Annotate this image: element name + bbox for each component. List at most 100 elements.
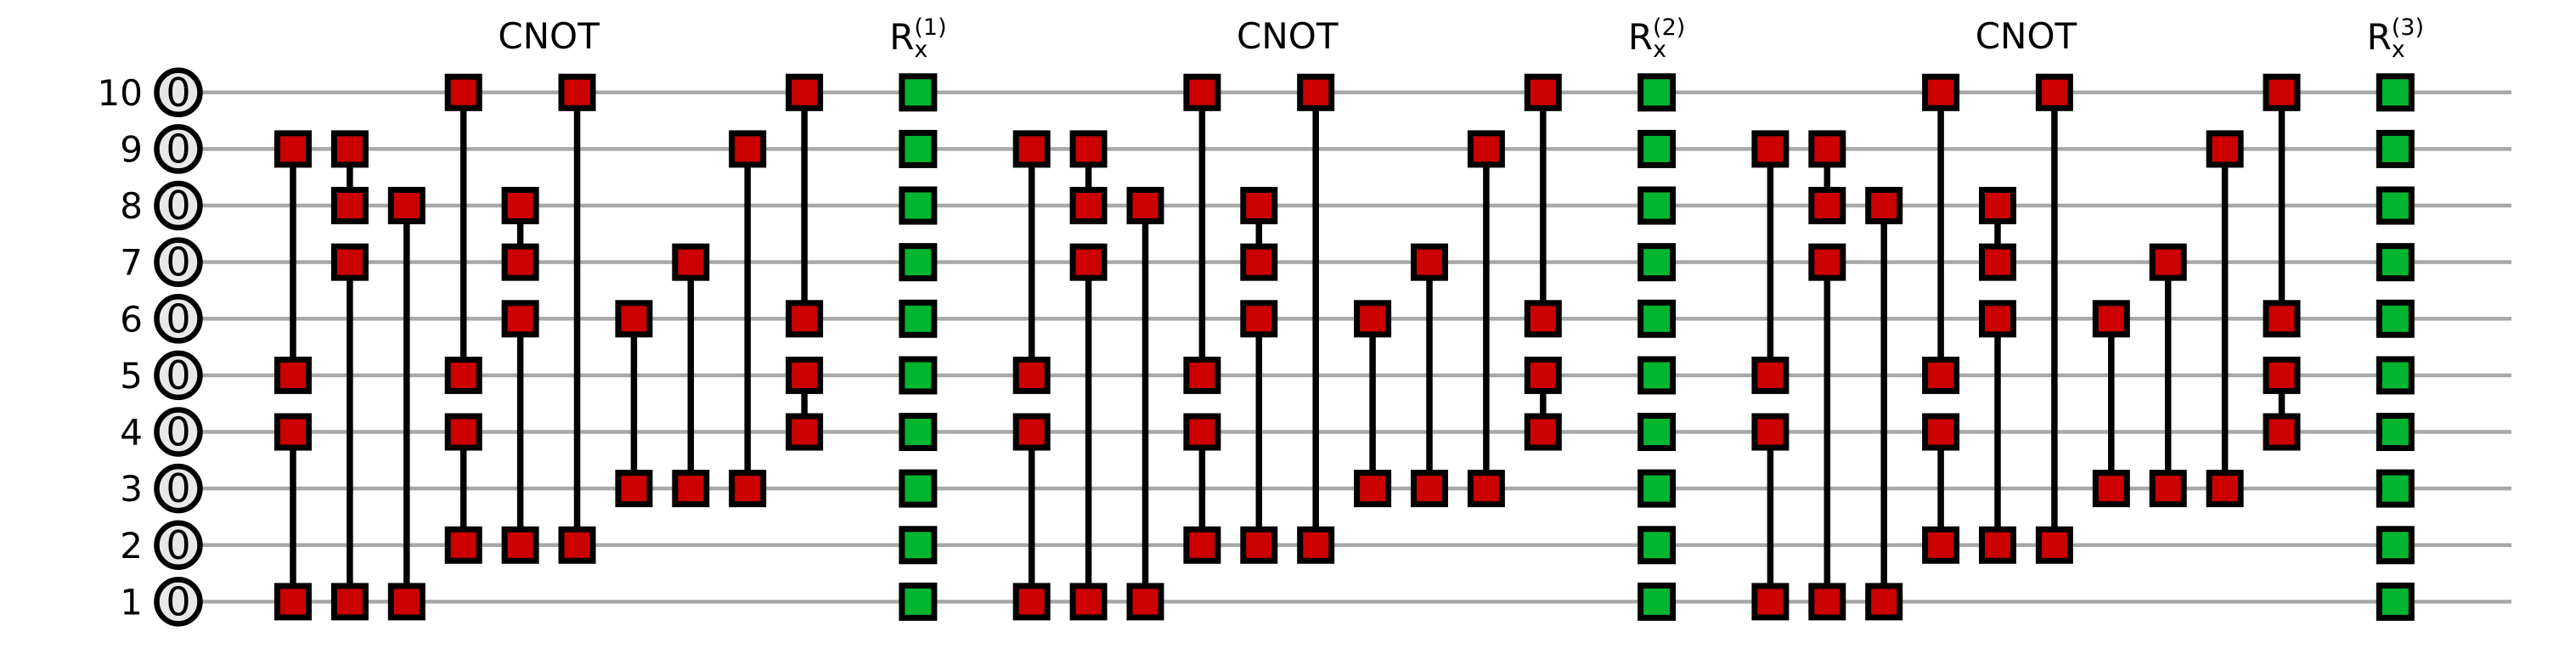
initial-state-zero: 0: [166, 183, 190, 228]
rx-gate-square: [2376, 129, 2415, 168]
cnot-gate-square: [615, 300, 653, 338]
cnot-gate-square: [1240, 526, 1278, 564]
cnot-gate-square: [2092, 470, 2130, 508]
initial-state-ket0: 0: [154, 407, 203, 457]
initial-state-ket0: 0: [154, 350, 203, 401]
cnot-gate-square: [1354, 470, 1392, 508]
rx-gate-square: [1637, 356, 1677, 395]
cnot-gate-square: [387, 583, 426, 621]
cnot-gate-square: [274, 356, 312, 394]
cnot-gate-square: [2263, 300, 2301, 338]
cnot-gate-square: [444, 526, 482, 564]
cnot-gate-square: [1240, 300, 1278, 338]
initial-state-ellipse: [154, 237, 203, 287]
cnot-gate-square: [1524, 300, 1562, 338]
initial-state-ellipse: [154, 180, 203, 231]
rx-gate-square: [2376, 73, 2415, 112]
cnot-gate-square: [1979, 187, 2016, 225]
rx-label-base: R: [889, 16, 914, 58]
cnot-gate-square: [1808, 187, 1846, 225]
cnot-gate-square: [1524, 413, 1562, 451]
initial-state-zero: 0: [166, 465, 190, 511]
rx-label-sub: x: [2392, 37, 2405, 63]
cnot-gate-square: [786, 300, 824, 338]
rx-gate-square: [1637, 186, 1677, 225]
cnot-gate-square: [1808, 130, 1846, 168]
qubit-label-3: 3: [120, 468, 143, 510]
cnot-gate-square: [1069, 243, 1108, 281]
cnot-gate-square: [1524, 73, 1562, 111]
cnot-gate-square: [2092, 300, 2130, 338]
initial-state-ellipse: [154, 463, 203, 514]
cnot-gate-square: [444, 356, 482, 394]
qubit-label-7: 7: [120, 242, 143, 284]
initial-state-ket0: 0: [154, 294, 203, 344]
cnot-gate-square: [1411, 243, 1448, 281]
cnot-gate-square: [1751, 413, 1790, 451]
cnot-gate-square: [1183, 73, 1221, 111]
cnot-gate-square: [1012, 130, 1051, 168]
cnot-gate-square: [2263, 413, 2301, 451]
qubit-label-1: 1: [120, 581, 143, 623]
initial-state-zero: 0: [166, 578, 190, 624]
initial-state-ellipse: [154, 350, 203, 401]
rx-label-sub: x: [914, 37, 927, 63]
cnot-gate-square: [1411, 470, 1448, 508]
rx-gate-square: [2376, 356, 2415, 395]
initial-state-ket0: 0: [154, 577, 203, 627]
cnot-gate-square: [1865, 583, 1903, 621]
rx-gate-square: [899, 469, 938, 508]
rx-gate-square: [899, 413, 938, 452]
initial-state-ket0: 0: [154, 180, 203, 231]
initial-state-zero: 0: [166, 409, 190, 455]
initial-state-zero: 0: [166, 240, 190, 285]
cnot-gate-square: [1751, 583, 1790, 621]
rx-layer-label: Rx(1): [889, 14, 946, 63]
cnot-gate-square: [1751, 356, 1790, 394]
cnot-gate-square: [558, 526, 596, 564]
initial-state-ellipse: [154, 294, 203, 344]
rx-gate-square: [899, 582, 938, 621]
qubit-label-2: 2: [120, 525, 143, 567]
cnot-gate-square: [729, 470, 767, 508]
cnot-gate-square: [1922, 413, 1960, 451]
initial-state-ellipse: [154, 520, 203, 571]
cnot-gate-square: [330, 243, 369, 281]
cnot-gate-square: [672, 243, 710, 281]
cnot-block-label: CNOT: [1237, 15, 1339, 57]
cnot-gate-square: [1467, 470, 1505, 508]
initial-state-ellipse: [154, 407, 203, 457]
cnot-gate-square: [1012, 356, 1051, 394]
cnot-gate-square: [501, 243, 539, 281]
rx-gate-square: [899, 129, 938, 168]
cnot-gate-square: [1524, 356, 1562, 394]
cnot-gate-square: [1183, 356, 1221, 394]
cnot-gate-square: [1922, 526, 1960, 564]
cnot-gate-square: [387, 187, 426, 225]
cnot-gate-square: [1979, 526, 2016, 564]
cnot-gate-square: [1183, 413, 1221, 451]
cnot-gate-square: [786, 413, 824, 451]
rx-gate-square: [2376, 582, 2415, 621]
cnot-gate-square: [1467, 130, 1505, 168]
cnot-gate-square: [274, 130, 312, 168]
qubit-label-10: 10: [98, 72, 143, 114]
cnot-gate-square: [2035, 526, 2073, 564]
initial-state-ellipse: [154, 67, 203, 118]
rx-gate-square: [2376, 299, 2415, 338]
rx-gate-square: [2376, 413, 2415, 452]
qubit-label-5: 5: [120, 355, 143, 397]
rx-gate-square: [899, 243, 938, 282]
cnot-gate-square: [1126, 187, 1164, 225]
initial-state-ket0: 0: [154, 237, 203, 287]
rx-gate-square: [899, 186, 938, 225]
cnot-gate-square: [1126, 583, 1164, 621]
rx-label-sup: (1): [914, 14, 946, 41]
cnot-gate-square: [1240, 187, 1278, 225]
cnot-gate-square: [1751, 130, 1790, 168]
initial-state-zero: 0: [166, 296, 190, 341]
rx-layer-label: Rx(2): [1628, 14, 1685, 63]
initial-state-ket0: 0: [154, 67, 203, 118]
rx-gate-square: [1637, 129, 1677, 168]
